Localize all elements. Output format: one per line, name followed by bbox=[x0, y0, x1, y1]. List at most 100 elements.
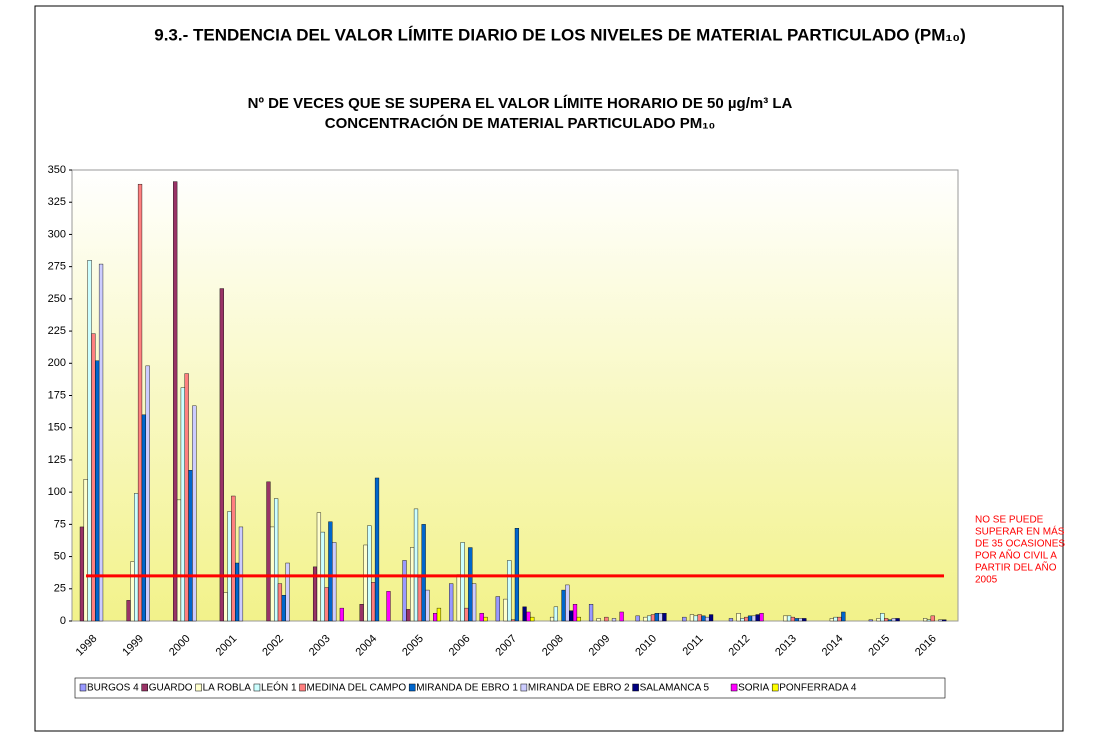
bar bbox=[596, 618, 601, 622]
bar bbox=[359, 604, 364, 622]
bar bbox=[942, 619, 947, 622]
bar bbox=[339, 607, 344, 622]
legend-label: SALAMANCA 5 bbox=[640, 683, 710, 694]
bar bbox=[635, 615, 640, 622]
y-tick-label: 350 bbox=[48, 164, 66, 176]
bar bbox=[887, 619, 893, 622]
bar bbox=[643, 616, 648, 622]
legend-label: PONFERRADA 4 bbox=[779, 683, 857, 694]
bar bbox=[522, 606, 527, 622]
y-tick-label: 250 bbox=[48, 293, 66, 305]
bar bbox=[798, 618, 803, 622]
bar bbox=[510, 619, 516, 622]
bar bbox=[91, 333, 96, 622]
y-tick-label: 275 bbox=[48, 261, 66, 273]
bar bbox=[126, 600, 131, 622]
bar bbox=[701, 615, 706, 622]
bar bbox=[449, 583, 454, 622]
bar bbox=[802, 618, 807, 622]
bar bbox=[647, 615, 652, 622]
bar bbox=[406, 609, 411, 622]
bar bbox=[553, 606, 559, 622]
annotation: DE 35 OCASIONES bbox=[975, 539, 1065, 550]
bar bbox=[371, 582, 376, 622]
legend-label: MIRANDA DE EBRO 1 bbox=[416, 683, 518, 694]
bar bbox=[705, 616, 710, 622]
bar bbox=[231, 495, 236, 622]
legend-swatch bbox=[253, 683, 261, 692]
bar bbox=[576, 616, 581, 622]
chart-title: Nº DE VECES QUE SE SUPERA EL VALOR LÍMIT… bbox=[248, 95, 793, 112]
legend-swatch bbox=[771, 683, 779, 692]
legend-label: MIRANDA DE EBRO 2 bbox=[528, 683, 630, 694]
bar bbox=[184, 373, 189, 622]
legend-swatch bbox=[730, 683, 738, 692]
y-tick-label: 25 bbox=[54, 583, 66, 595]
y-tick-label: 50 bbox=[54, 550, 66, 562]
bar bbox=[876, 618, 881, 622]
legend-swatch bbox=[408, 683, 416, 692]
legend-swatch bbox=[632, 683, 639, 692]
bar bbox=[483, 616, 488, 622]
bar bbox=[87, 260, 92, 622]
bar bbox=[895, 618, 900, 622]
bar bbox=[604, 616, 609, 622]
chart-title: CONCENTRACIÓN DE MATERIAL PARTICULADO PM… bbox=[325, 114, 715, 132]
bar bbox=[833, 616, 838, 622]
bar bbox=[328, 521, 333, 622]
bar bbox=[689, 614, 695, 622]
bar bbox=[417, 576, 422, 622]
legend-swatch bbox=[520, 683, 528, 692]
bar bbox=[930, 615, 935, 622]
legend-swatch bbox=[299, 683, 306, 692]
bar bbox=[565, 584, 570, 622]
bar bbox=[786, 615, 792, 622]
bar bbox=[658, 613, 663, 622]
bar bbox=[880, 613, 885, 622]
y-tick-label: 125 bbox=[48, 454, 66, 466]
bar bbox=[141, 414, 146, 622]
bar bbox=[549, 616, 555, 622]
bar bbox=[273, 498, 279, 622]
bar bbox=[130, 561, 135, 622]
bar bbox=[137, 183, 143, 622]
bar bbox=[744, 616, 749, 622]
bar bbox=[619, 611, 624, 622]
y-tick-label: 175 bbox=[48, 389, 66, 401]
page-title: 9.3.- TENDENCIA DEL VALOR LÍMITE DIARIO … bbox=[154, 25, 966, 44]
bar bbox=[923, 618, 928, 622]
y-tick-label: 75 bbox=[54, 518, 66, 530]
bar bbox=[332, 542, 337, 622]
bar bbox=[176, 499, 182, 622]
bar bbox=[468, 547, 473, 622]
bar bbox=[751, 615, 757, 622]
bar bbox=[192, 405, 197, 622]
bar bbox=[891, 618, 896, 622]
y-tick-label: 100 bbox=[48, 486, 66, 498]
bar bbox=[316, 512, 322, 622]
legend-label: SORIA bbox=[738, 683, 769, 694]
bar bbox=[456, 574, 461, 622]
y-tick-label: 325 bbox=[48, 196, 66, 208]
bar bbox=[374, 477, 380, 622]
bar bbox=[436, 607, 442, 622]
bar bbox=[386, 591, 391, 622]
legend-box bbox=[74, 677, 946, 699]
bar bbox=[79, 526, 85, 622]
bar bbox=[530, 616, 535, 622]
bar bbox=[266, 481, 271, 622]
bar bbox=[134, 493, 139, 622]
legend-label: GUARDO bbox=[149, 683, 193, 694]
bar bbox=[926, 619, 932, 622]
bar bbox=[507, 560, 512, 622]
legend-label: LEÓN 1 bbox=[261, 681, 297, 694]
bar bbox=[740, 618, 745, 622]
bar bbox=[277, 583, 283, 622]
y-tick-label: 200 bbox=[48, 357, 66, 369]
legend-swatch bbox=[141, 683, 148, 692]
bar bbox=[219, 288, 224, 622]
bar bbox=[572, 604, 578, 622]
bar bbox=[588, 604, 594, 622]
bar bbox=[83, 479, 88, 622]
